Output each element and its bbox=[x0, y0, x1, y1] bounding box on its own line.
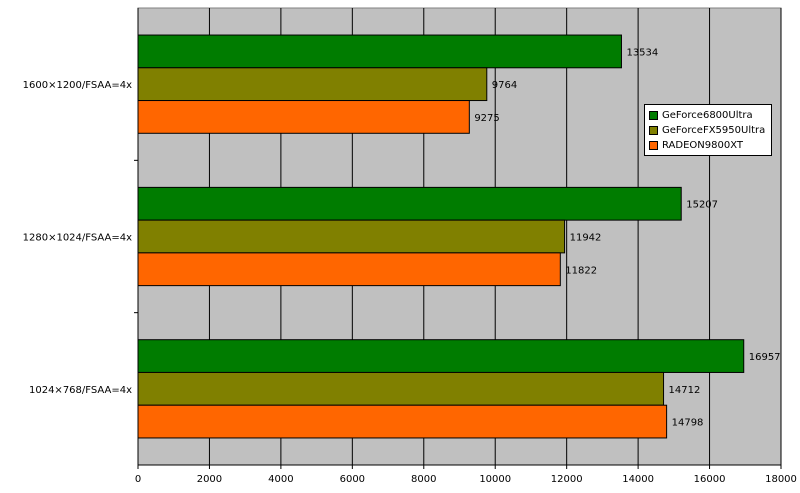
x-tick-label: 12000 bbox=[551, 474, 583, 485]
bar bbox=[137, 67, 488, 102]
bar bbox=[137, 100, 470, 134]
bar-value-label: 9764 bbox=[492, 80, 517, 91]
x-tick-label: 8000 bbox=[411, 474, 436, 485]
bar-value-label: 16957 bbox=[749, 352, 781, 363]
x-tick-label: 16000 bbox=[694, 474, 726, 485]
x-tick-label: 10000 bbox=[479, 474, 511, 485]
x-tick-labels: 0 2000 4000 6000 8000 10000 12000 14000 16000 180… bbox=[135, 474, 797, 485]
bar bbox=[137, 34, 622, 69]
legend-swatch-1 bbox=[649, 126, 658, 135]
bar-value-label: 15207 bbox=[686, 200, 718, 211]
x-tick-label: 0 bbox=[135, 474, 141, 485]
bar-value-label: 11822 bbox=[565, 265, 597, 276]
axes bbox=[134, 8, 782, 469]
data-labels: 13534 9764 9275 15207 11942 11822 16957 14712 14… bbox=[474, 47, 780, 428]
legend: GeForce6800Ultra GeForceFX5950Ultra RADE… bbox=[644, 104, 772, 156]
bar bbox=[137, 252, 561, 287]
x-tick-label: 2000 bbox=[197, 474, 222, 485]
category-label: 1600×1200/FSAA=4x bbox=[23, 80, 132, 91]
bar-value-label: 11942 bbox=[570, 233, 602, 244]
bar bbox=[137, 404, 668, 439]
bar bbox=[137, 339, 745, 373]
category-labels: 1600×1200/FSAA=4x 1280×1024/FSAA=4x 1024×7… bbox=[23, 80, 132, 396]
x-tick-label: 14000 bbox=[622, 474, 654, 485]
bar-value-label: 13534 bbox=[626, 47, 658, 58]
legend-item: GeForceFX5950Ultra bbox=[649, 123, 767, 138]
legend-swatch-0 bbox=[649, 111, 658, 120]
legend-item: RADEON9800XT bbox=[649, 138, 767, 153]
category-label: 1280×1024/FSAA=4x bbox=[23, 233, 132, 244]
x-tick-label: 18000 bbox=[765, 474, 797, 485]
bar-value-label: 14712 bbox=[669, 385, 701, 396]
bars bbox=[137, 34, 745, 439]
bar bbox=[137, 219, 566, 254]
x-tick-label: 6000 bbox=[340, 474, 365, 485]
legend-label: RADEON9800XT bbox=[662, 140, 743, 151]
legend-label: GeForceFX5950Ultra bbox=[662, 125, 766, 136]
legend-label: GeForce6800Ultra bbox=[662, 110, 753, 121]
legend-item: GeForce6800Ultra bbox=[649, 108, 767, 123]
bar bbox=[137, 186, 682, 221]
bar-value-label: 14798 bbox=[672, 418, 704, 429]
bar-value-label: 9275 bbox=[474, 113, 499, 124]
category-label: 1024×768/FSAA=4x bbox=[29, 385, 132, 396]
x-tick-label: 4000 bbox=[268, 474, 293, 485]
legend-swatch-2 bbox=[649, 141, 658, 150]
bar bbox=[137, 371, 665, 406]
